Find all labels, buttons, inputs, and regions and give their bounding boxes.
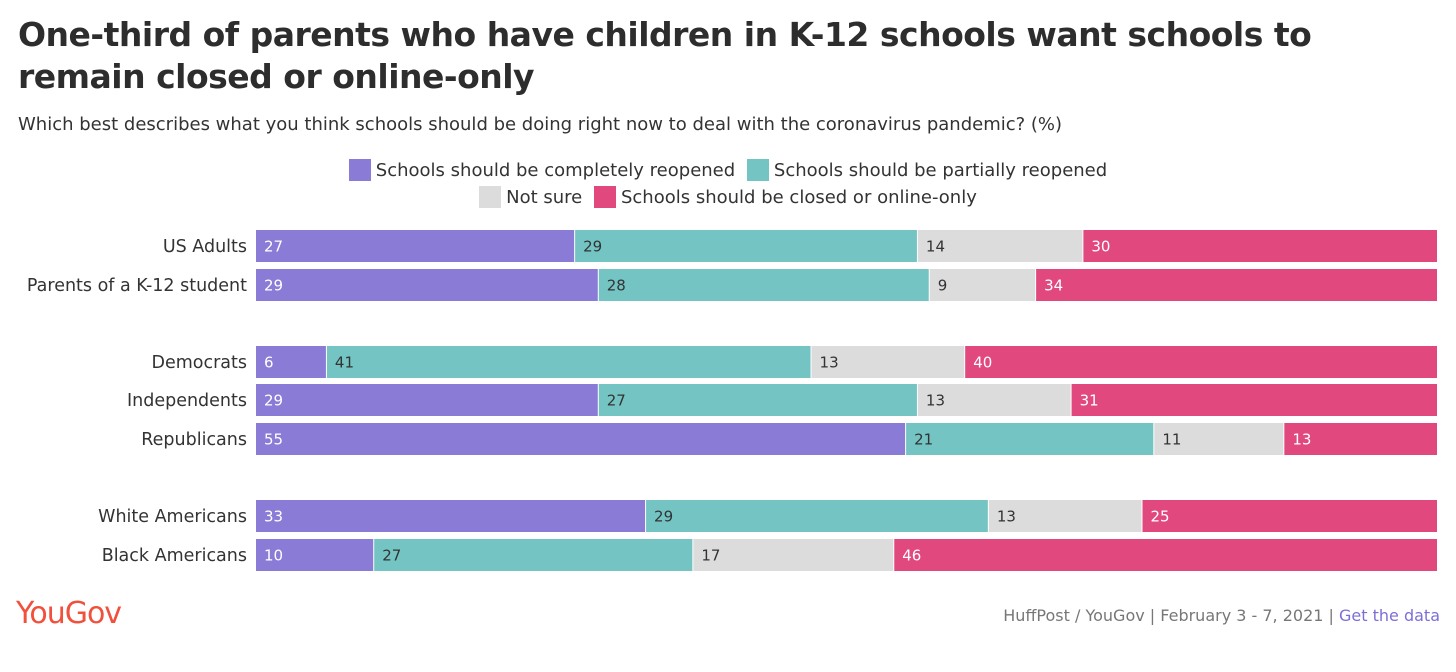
data-label-white-americans-2: 29 (654, 508, 673, 526)
bar-segment-white-americans-1 (256, 500, 646, 532)
data-label-republicans-2: 21 (914, 431, 933, 449)
bar-segment-republicans-1 (256, 423, 906, 455)
bar-segment-us-adults-2 (575, 230, 917, 262)
data-label-us-adults-3: 14 (926, 238, 945, 256)
bar-segment-democrats-4 (965, 346, 1437, 378)
legend-item-completely-reopened: Schools should be completely reopened (348, 157, 735, 184)
data-label-black-americans-1: 10 (264, 547, 283, 565)
data-label-independents-3: 13 (926, 392, 945, 410)
source-note: HuffPost / YouGov | February 3 - 7, 2021… (1003, 606, 1440, 625)
data-label-democrats-1: 6 (264, 354, 274, 372)
bar-segment-republicans-4 (1284, 423, 1437, 455)
get-the-data-link[interactable]: Get the data (1339, 606, 1440, 625)
legend-swatch (348, 159, 371, 181)
data-label-democrats-4: 40 (973, 354, 992, 372)
data-label-democrats-3: 13 (820, 354, 839, 372)
legend-item-not-sure: Not sure (479, 184, 582, 211)
bar-segment-independents-3 (917, 384, 1071, 416)
row-label-us-adults: US Adults (163, 237, 247, 257)
bar-segment-parents-of-a-k-12-student-3 (929, 269, 1036, 301)
data-label-black-americans-4: 46 (902, 547, 921, 565)
chart-subtitle: Which best describes what you think scho… (18, 114, 1063, 135)
row-label-black-americans: Black Americans (102, 546, 247, 566)
bar-segment-black-americans-2 (374, 539, 693, 571)
row-label-democrats: Democrats (151, 353, 247, 373)
data-label-parents-of-a-k-12-student-3: 9 (938, 277, 948, 295)
chart-title: One-third of parents who have children i… (18, 15, 1312, 96)
data-label-parents-of-a-k-12-student-1: 29 (264, 277, 283, 295)
bar-segment-parents-of-a-k-12-student-1 (256, 269, 598, 301)
bar-segment-us-adults-3 (917, 230, 1083, 262)
legend-swatch (593, 186, 616, 208)
bar-segment-white-americans-4 (1142, 500, 1437, 532)
legend-item-closed-online: Schools should be closed or online-only (593, 184, 977, 211)
data-label-us-adults-1: 27 (264, 238, 283, 256)
bar-segment-democrats-3 (811, 346, 965, 378)
bar-segment-republicans-2 (906, 423, 1154, 455)
legend-swatch (479, 186, 502, 208)
bar-segment-democrats-1 (256, 346, 326, 378)
row-label-independents: Independents (127, 391, 247, 411)
row-label-republicans: Republicans (141, 430, 247, 450)
data-label-white-americans-1: 33 (264, 508, 283, 526)
data-label-republicans-3: 11 (1162, 431, 1181, 449)
bar-segment-independents-4 (1071, 384, 1437, 416)
bar-segment-white-americans-3 (988, 500, 1142, 532)
data-label-republicans-4: 13 (1292, 431, 1311, 449)
source-text: HuffPost / YouGov | February 3 - 7, 2021… (1003, 606, 1340, 625)
bar-segment-black-americans-3 (693, 539, 894, 571)
data-label-parents-of-a-k-12-student-4: 34 (1044, 277, 1063, 295)
data-label-independents-4: 31 (1080, 392, 1099, 410)
row-label-parents-of-a-k-12-student: Parents of a K-12 student (27, 276, 247, 296)
data-label-white-americans-4: 25 (1151, 508, 1170, 526)
legend-swatch (746, 159, 769, 181)
data-label-us-adults-4: 30 (1091, 238, 1110, 256)
yougov-logo: YouGov (16, 596, 122, 631)
bar-segment-independents-1 (256, 384, 598, 416)
bar-segment-black-americans-4 (894, 539, 1437, 571)
bar-segment-independents-2 (598, 384, 917, 416)
legend-item-partially-reopened: Schools should be partially reopened (746, 157, 1107, 184)
bar-segment-us-adults-4 (1083, 230, 1437, 262)
data-label-black-americans-2: 27 (382, 547, 401, 565)
bar-segment-white-americans-2 (646, 500, 988, 532)
bar-segment-parents-of-a-k-12-student-2 (598, 269, 929, 301)
bar-segment-us-adults-1 (256, 230, 575, 262)
bar-segment-parents-of-a-k-12-student-4 (1036, 269, 1437, 301)
data-label-parents-of-a-k-12-student-2: 28 (607, 277, 626, 295)
bar-segment-black-americans-1 (256, 539, 374, 571)
data-label-republicans-1: 55 (264, 431, 283, 449)
bar-segment-democrats-2 (326, 346, 811, 378)
data-label-independents-1: 29 (264, 392, 283, 410)
data-label-black-americans-3: 17 (701, 547, 720, 565)
data-label-independents-2: 27 (607, 392, 626, 410)
row-label-white-americans: White Americans (98, 507, 247, 527)
data-label-us-adults-2: 29 (583, 238, 602, 256)
legend: Schools should be completely reopened Sc… (0, 157, 1456, 211)
data-label-democrats-2: 41 (335, 354, 354, 372)
bar-segment-republicans-3 (1154, 423, 1284, 455)
data-label-white-americans-3: 13 (997, 508, 1016, 526)
